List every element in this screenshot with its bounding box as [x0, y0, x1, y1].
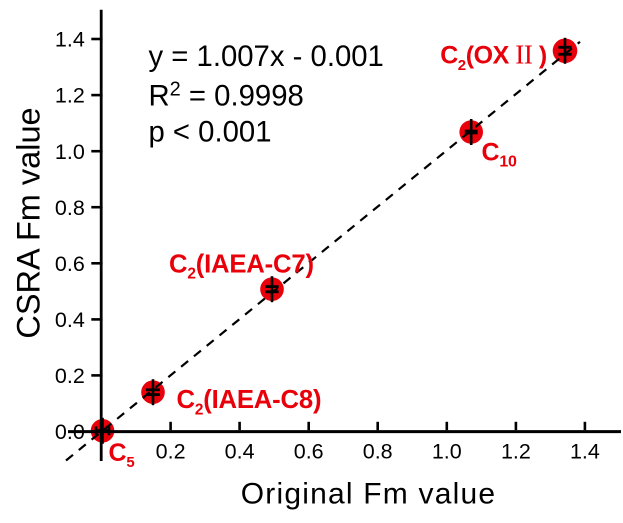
svg-text:p < 0.001: p < 0.001	[149, 116, 272, 149]
svg-text:0.8: 0.8	[55, 196, 85, 220]
svg-text:1.0: 1.0	[432, 439, 462, 463]
svg-text:0.8: 0.8	[363, 439, 393, 463]
svg-text:0.2: 0.2	[156, 439, 186, 463]
svg-text:Original Fm value: Original Fm value	[241, 478, 496, 511]
svg-text:1.4: 1.4	[570, 439, 600, 463]
svg-text:y = 1.007x - 0.001: y = 1.007x - 0.001	[149, 40, 384, 73]
svg-text:0.4: 0.4	[225, 439, 255, 463]
svg-text:R2 = 0.9998: R2 = 0.9998	[149, 79, 304, 113]
svg-text:C10: C10	[482, 138, 518, 170]
svg-text:0.4: 0.4	[55, 308, 85, 332]
svg-text:0.2: 0.2	[55, 364, 85, 388]
svg-text:CSRA Fm value: CSRA Fm value	[11, 107, 47, 338]
svg-text:1.2: 1.2	[55, 84, 85, 108]
svg-text:0.0: 0.0	[55, 420, 85, 444]
svg-text:0.6: 0.6	[294, 439, 324, 463]
svg-text:1.0: 1.0	[55, 140, 85, 164]
svg-text:C5: C5	[109, 439, 135, 471]
svg-text:C2(OX II ): C2(OX II )	[440, 40, 547, 74]
svg-text:0.6: 0.6	[55, 252, 85, 276]
svg-text:C2(IAEA-C8): C2(IAEA-C8)	[177, 386, 322, 418]
svg-text:1.2: 1.2	[501, 439, 531, 463]
svg-text:1.4: 1.4	[55, 28, 85, 52]
svg-text:C2(IAEA-C7): C2(IAEA-C7)	[169, 250, 314, 282]
